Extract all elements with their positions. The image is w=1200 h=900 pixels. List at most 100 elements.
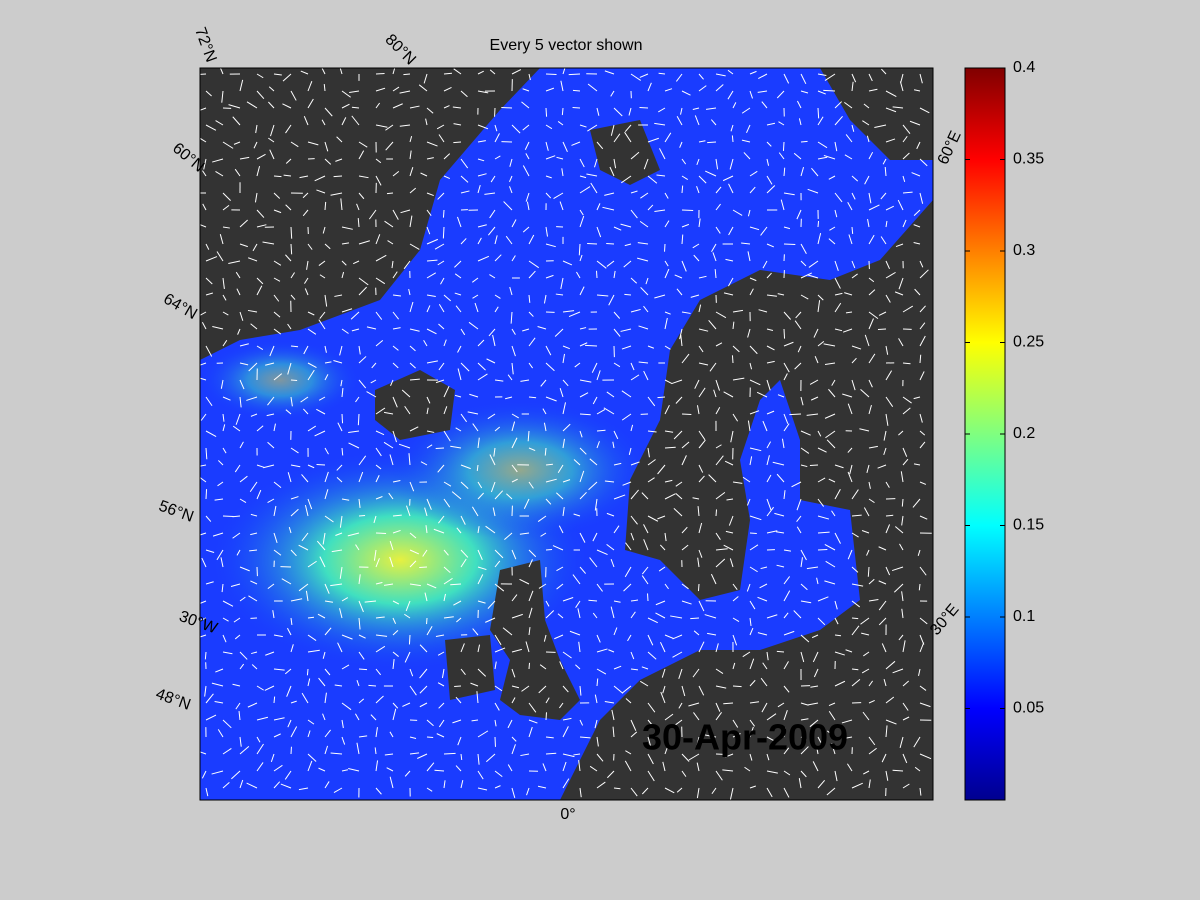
- vector: [347, 532, 360, 537]
- vector: [817, 531, 830, 534]
- vector: [774, 512, 785, 517]
- vector: [902, 680, 910, 687]
- vector: [443, 577, 453, 585]
- vector: [383, 411, 394, 415]
- vector: [460, 549, 469, 558]
- vector: [356, 680, 360, 687]
- vector: [392, 209, 399, 220]
- vector: [824, 544, 836, 551]
- vector: [205, 787, 209, 797]
- vector: [522, 226, 530, 233]
- vector: [442, 226, 445, 239]
- vector: [715, 342, 723, 347]
- vector: [817, 340, 825, 347]
- vector: [606, 543, 615, 551]
- vector: [643, 305, 649, 313]
- vector: [215, 668, 224, 673]
- vector: [235, 413, 241, 425]
- vector: [477, 730, 489, 738]
- vector: [285, 409, 292, 415]
- vector: [375, 645, 386, 653]
- vector: [698, 218, 701, 228]
- vector: [334, 684, 343, 687]
- vector: [638, 325, 649, 330]
- vector: [847, 549, 853, 560]
- vector: [579, 254, 583, 262]
- vector: [777, 702, 785, 708]
- vector: [239, 343, 249, 347]
- vector: [647, 396, 656, 407]
- vector: [723, 391, 734, 398]
- vector: [333, 787, 343, 794]
- vector: [494, 426, 501, 432]
- vector: [234, 168, 241, 177]
- vector: [477, 668, 487, 677]
- vector: [545, 752, 557, 755]
- vector: [918, 583, 921, 591]
- vector: [246, 782, 258, 789]
- vector: [863, 103, 870, 109]
- vector: [392, 529, 401, 534]
- vector: [507, 374, 513, 381]
- vector: [375, 311, 383, 320]
- vector: [220, 379, 224, 389]
- vector: [285, 254, 292, 262]
- vector: [772, 461, 785, 466]
- vector: [758, 73, 768, 80]
- vector: [676, 787, 683, 793]
- vector: [290, 272, 295, 279]
- vector: [232, 116, 241, 126]
- vector: [912, 498, 921, 508]
- vector: [749, 345, 758, 355]
- vector: [392, 311, 400, 320]
- vector: [256, 736, 261, 743]
- vector: [656, 174, 666, 177]
- vector: [426, 407, 429, 415]
- vector: [844, 292, 853, 296]
- vector: [573, 753, 581, 756]
- vector: [426, 736, 434, 739]
- vector: [742, 476, 751, 483]
- vector: [324, 515, 334, 523]
- vector: [562, 260, 573, 266]
- vector: [698, 362, 709, 366]
- vector: [221, 583, 224, 593]
- vector: [408, 634, 411, 645]
- vector: [559, 388, 564, 398]
- colorbar-tick-label: 0.05: [1013, 700, 1044, 717]
- vector: [200, 634, 207, 638]
- vector: [400, 209, 411, 214]
- vector: [680, 334, 683, 347]
- vector: [200, 617, 207, 621]
- vector: [834, 488, 841, 500]
- vector: [627, 634, 632, 642]
- vector: [205, 90, 212, 97]
- vector: [438, 719, 445, 728]
- vector: [868, 379, 873, 388]
- vector: [885, 514, 894, 517]
- vector: [741, 139, 751, 143]
- vector: [596, 141, 604, 150]
- vector: [205, 693, 214, 704]
- vector: [307, 369, 315, 381]
- vector: [494, 306, 499, 313]
- vector: [341, 498, 350, 501]
- vector: [579, 470, 585, 483]
- vector: [866, 464, 870, 473]
- vector: [645, 277, 649, 285]
- vector: [641, 566, 649, 575]
- vector: [408, 288, 411, 296]
- vector: [681, 158, 687, 165]
- vector: [796, 209, 802, 220]
- vector: [263, 464, 275, 469]
- vector: [796, 498, 802, 511]
- vector: [672, 634, 683, 640]
- vector: [545, 192, 552, 199]
- vector: [845, 134, 853, 143]
- vector: [847, 763, 853, 772]
- vector: [489, 454, 496, 466]
- vector: [436, 124, 445, 130]
- vector: [861, 530, 870, 534]
- vector: [834, 600, 838, 610]
- vector: [851, 566, 859, 573]
